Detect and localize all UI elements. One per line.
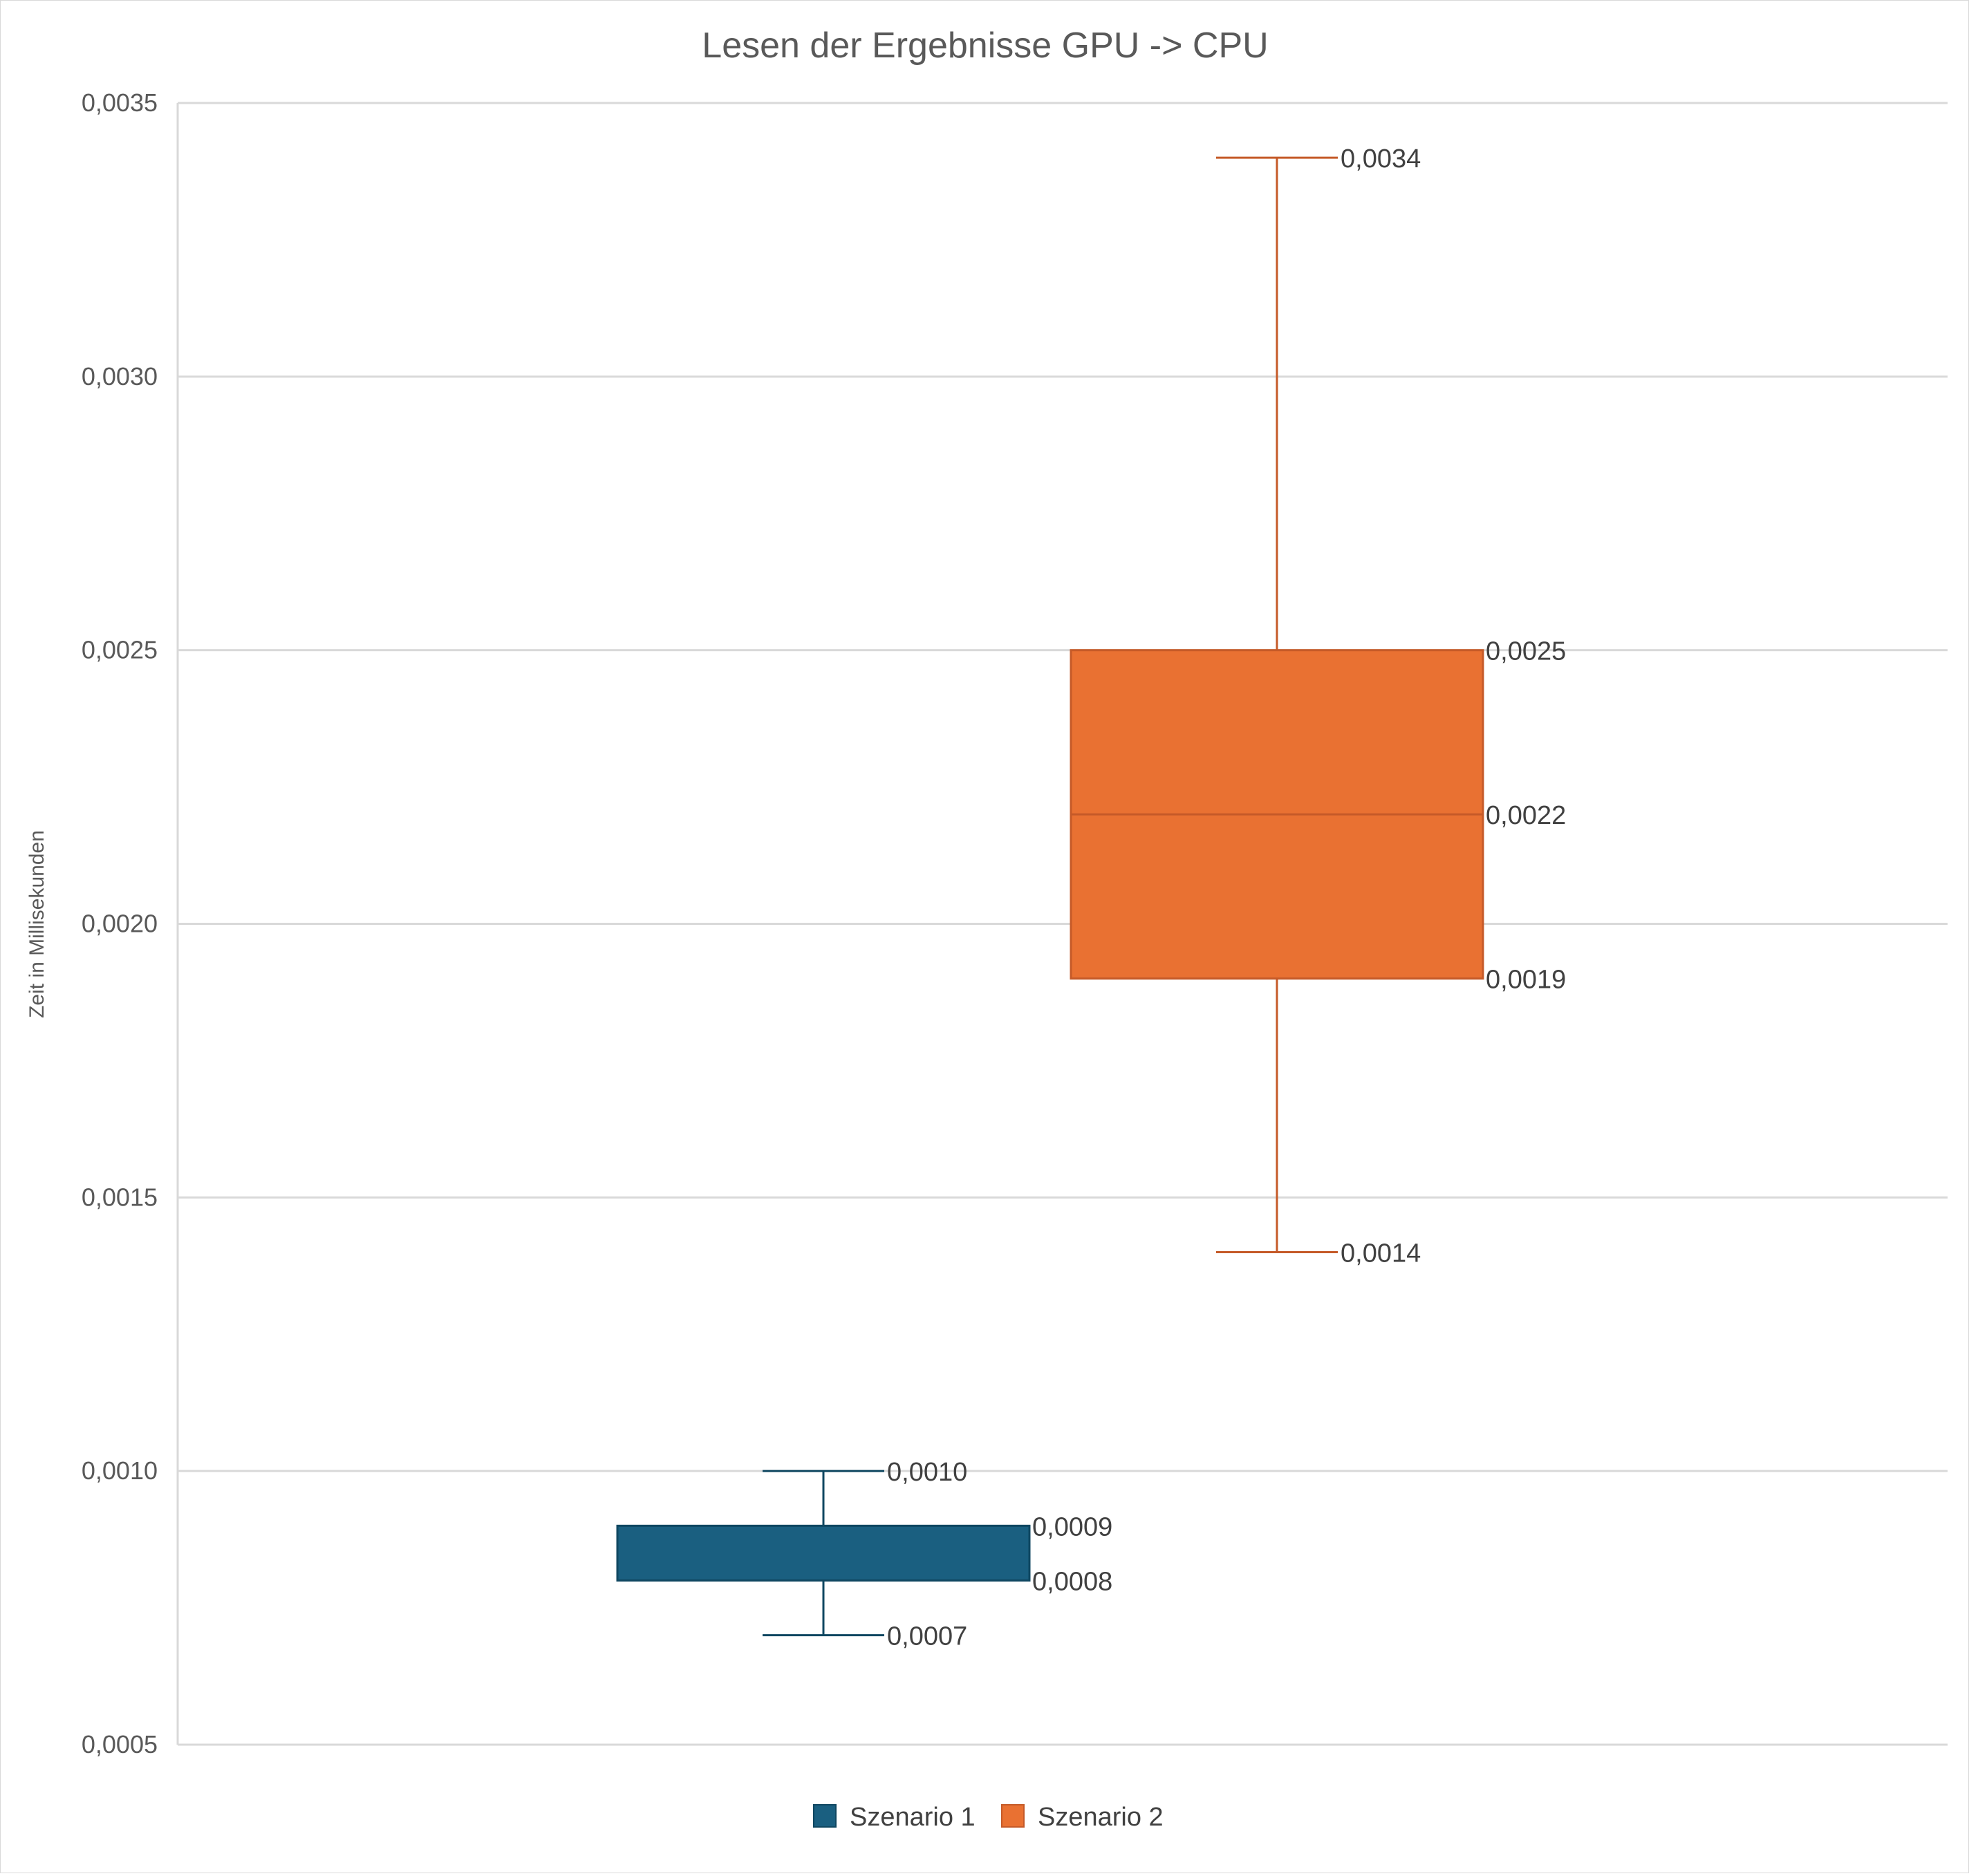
y-axis-label: Zeit in Millisekunden [26, 830, 48, 1018]
y-tick-label: 0,0015 [82, 1183, 158, 1211]
boxes: 0,00100,00070,00090,00080,00340,00140,00… [616, 144, 1566, 1651]
data-label-min: 0,0007 [887, 1622, 967, 1651]
y-tick-label: 0,0020 [82, 910, 158, 938]
box-rect [616, 1524, 1031, 1582]
legend-label-2: Szenario 2 [1038, 1803, 1164, 1832]
legend-swatch-2 [1001, 1804, 1025, 1828]
data-label-min: 0,0014 [1341, 1239, 1421, 1268]
data-label-q1: 0,0019 [1486, 966, 1566, 995]
data-label-q1: 0,0008 [1032, 1568, 1112, 1597]
legend: Szenario 1 Szenario 2 [813, 1803, 1164, 1832]
box-1: 0,0010 0,0007 0,0009 0,0008 [616, 1458, 1112, 1651]
data-label-max: 0,0034 [1341, 144, 1421, 173]
chart-title: Lesen der Ergebnisse GPU -> CPU [702, 26, 1268, 66]
data-label-median: 0,0022 [1486, 801, 1566, 830]
data-label-q3: 0,0025 [1486, 637, 1566, 666]
gridlines [176, 102, 1948, 1746]
data-label-max: 0,0010 [887, 1458, 967, 1487]
data-label-q3: 0,0009 [1032, 1512, 1112, 1541]
y-tick-label: 0,0035 [82, 88, 158, 117]
y-tick-label: 0,0030 [82, 362, 158, 391]
box-2: 0,0034 0,0014 0,0025 0,0019 0,0022 [1070, 144, 1566, 1268]
legend-label-1: Szenario 1 [850, 1803, 976, 1832]
y-tick-label: 0,0025 [82, 636, 158, 664]
legend-swatch-1 [813, 1804, 837, 1828]
y-tick-labels: 0,0005 0,0010 0,0015 0,0020 0,0025 0,0030 0,00… [82, 88, 158, 1758]
y-tick-label: 0,0010 [82, 1456, 158, 1485]
y-tick-label: 0,0005 [82, 1730, 158, 1758]
